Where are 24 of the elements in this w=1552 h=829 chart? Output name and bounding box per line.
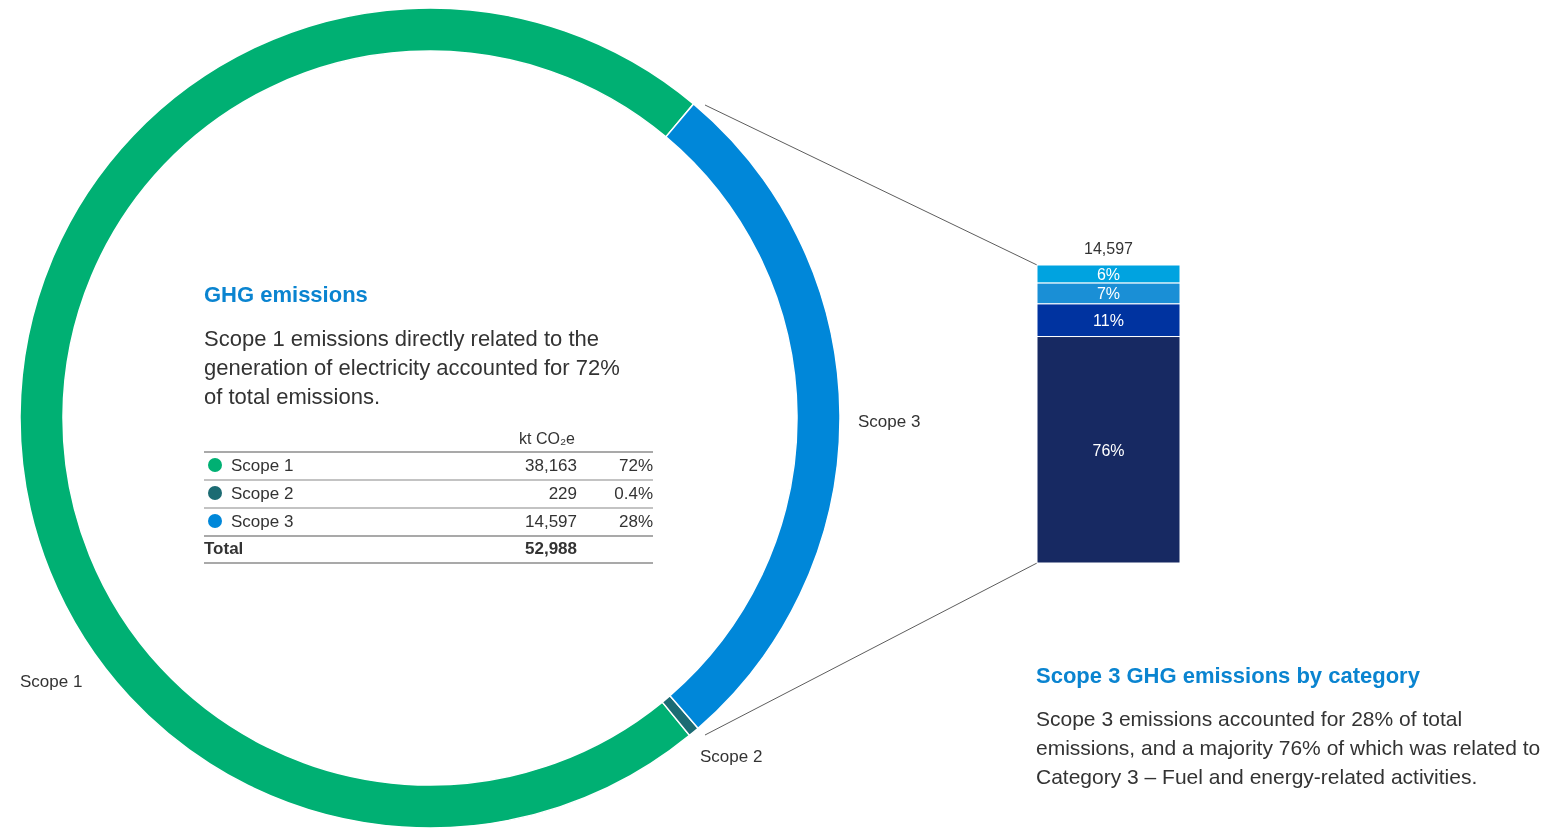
data-label: 38,163 bbox=[525, 456, 577, 475]
data-label: 76% bbox=[1092, 441, 1125, 459]
data-label: 14,597 bbox=[525, 512, 577, 531]
legend-label: Scope 3 bbox=[231, 512, 294, 531]
text: kt CO₂e bbox=[519, 430, 576, 447]
data-label: 7% bbox=[1096, 285, 1121, 303]
legend-label: Scope 1 bbox=[231, 456, 294, 475]
slice-label: Scope 2 bbox=[700, 747, 763, 767]
data-label: 6% bbox=[1096, 265, 1121, 283]
text: 52,988 bbox=[525, 539, 577, 558]
text: Scope 3 GHG emissions by category bbox=[1036, 663, 1421, 688]
text: Scope 1 emissions directly related to the generation of electricity accounted for 72% of total emissions. bbox=[204, 326, 620, 409]
legend-label: Scope 2 bbox=[231, 484, 294, 503]
text: Scope 3 emissions accounted for 28% of total emissions, and a majority 76% of which was related to Category 3 – Fuel and energy-related activities. bbox=[1036, 707, 1541, 788]
slice-label: Scope 1 bbox=[20, 672, 83, 692]
text: 72% bbox=[618, 456, 653, 475]
slice-label: Scope 3 bbox=[858, 412, 921, 432]
data-label: 229 bbox=[548, 484, 577, 503]
text: Total bbox=[204, 539, 244, 558]
text: 0.4% bbox=[614, 484, 653, 503]
text: 14,597 bbox=[1084, 240, 1134, 257]
text: 28% bbox=[618, 512, 653, 531]
data-label: 11% bbox=[1093, 312, 1124, 330]
text: GHG emissions bbox=[204, 282, 368, 307]
